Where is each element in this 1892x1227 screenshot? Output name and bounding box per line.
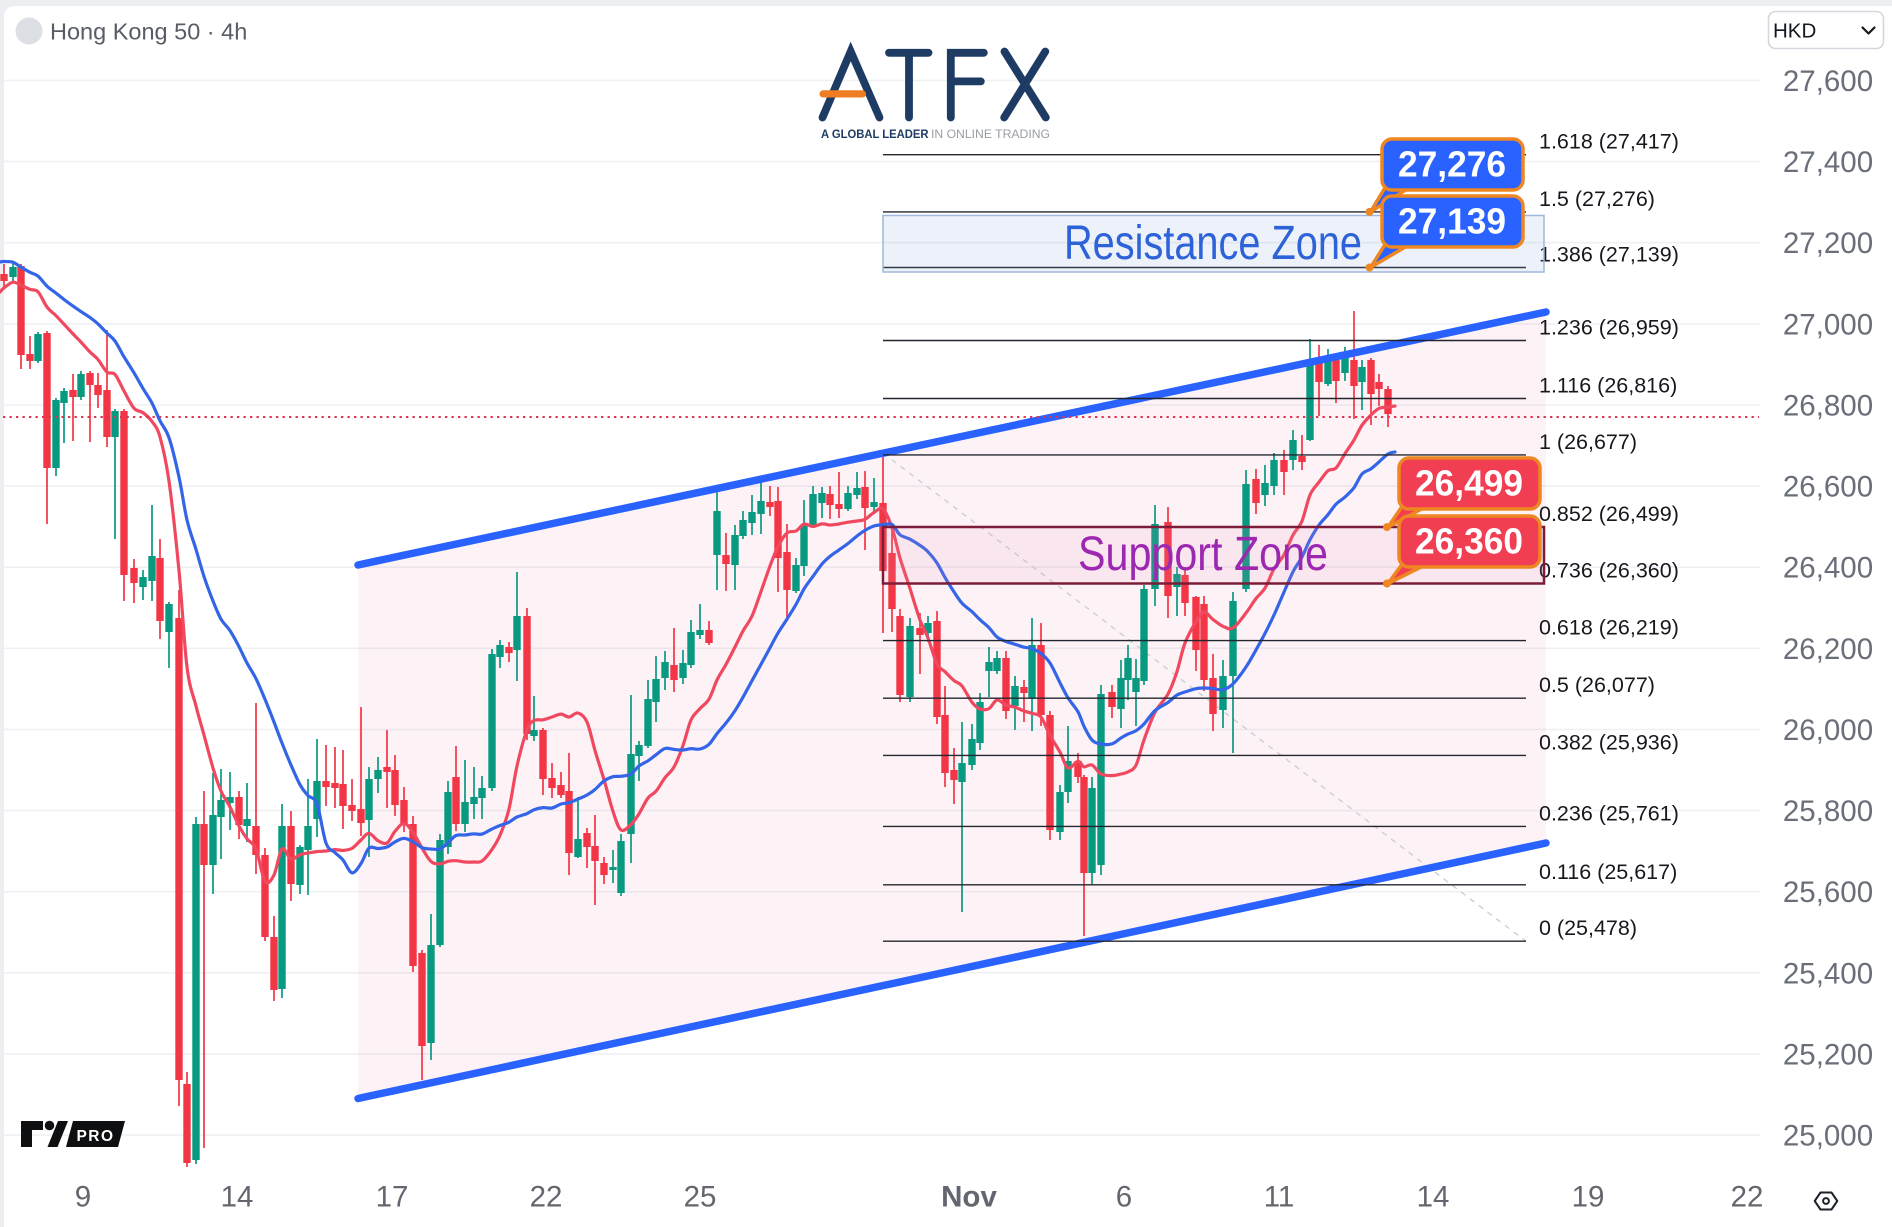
svg-text:26,499: 26,499 [1415,463,1523,504]
svg-text:6: 6 [1116,1181,1132,1214]
svg-text:27,000: 27,000 [1783,308,1873,341]
svg-text:0.736 (26,360): 0.736 (26,360) [1539,558,1679,582]
svg-text:26,800: 26,800 [1783,390,1873,423]
svg-text:14: 14 [1417,1181,1450,1214]
svg-text:25,800: 25,800 [1783,795,1873,828]
svg-text:HKD: HKD [1773,20,1816,43]
svg-text:25,600: 25,600 [1783,876,1873,909]
svg-text:A GLOBAL LEADER: A GLOBAL LEADER [821,127,929,141]
svg-text:14: 14 [221,1181,254,1214]
svg-text:26,600: 26,600 [1783,471,1873,504]
svg-text:25,200: 25,200 [1783,1038,1873,1071]
svg-text:25: 25 [684,1181,717,1214]
svg-text:0.852 (26,499): 0.852 (26,499) [1539,502,1679,526]
svg-text:26,000: 26,000 [1783,714,1873,747]
svg-text:0 (25,478): 0 (25,478) [1539,916,1637,940]
svg-text:Resistance Zone: Resistance Zone [1064,217,1362,270]
svg-text:27,200: 27,200 [1783,227,1873,260]
svg-text:1.5 (27,276): 1.5 (27,276) [1539,187,1655,211]
svg-text:9: 9 [75,1181,91,1214]
svg-text:1.116 (26,816): 1.116 (26,816) [1539,374,1677,398]
svg-text:22: 22 [1731,1181,1764,1214]
svg-text:0.116 (25,617): 0.116 (25,617) [1539,860,1677,884]
svg-text:0.236 (25,761): 0.236 (25,761) [1539,801,1679,825]
svg-text:PRO: PRO [76,1128,114,1145]
svg-text:26,400: 26,400 [1783,552,1873,585]
svg-text:1 (26,677): 1 (26,677) [1539,430,1637,454]
svg-text:Support Zone: Support Zone [1078,528,1328,581]
svg-text:19: 19 [1572,1181,1605,1214]
svg-text:27,276: 27,276 [1398,144,1506,185]
svg-text:27,600: 27,600 [1783,65,1873,98]
svg-text:25,400: 25,400 [1783,957,1873,990]
svg-text:17: 17 [376,1181,409,1214]
svg-text:27,139: 27,139 [1398,201,1506,242]
svg-text:11: 11 [1264,1181,1295,1214]
svg-text:IN ONLINE TRADING: IN ONLINE TRADING [931,127,1050,141]
svg-text:0.618 (26,219): 0.618 (26,219) [1539,616,1679,640]
svg-text:0.382 (25,936): 0.382 (25,936) [1539,730,1679,754]
svg-text:1.618 (27,417): 1.618 (27,417) [1539,130,1679,154]
svg-text:25,000: 25,000 [1783,1120,1873,1153]
svg-text:26,200: 26,200 [1783,633,1873,666]
svg-text:26,360: 26,360 [1415,521,1523,562]
svg-text:Nov: Nov [941,1181,997,1214]
svg-text:1.386 (27,139): 1.386 (27,139) [1539,243,1679,267]
svg-text:1.236 (26,959): 1.236 (26,959) [1539,316,1679,340]
svg-text:0.5 (26,077): 0.5 (26,077) [1539,673,1655,697]
svg-text:Hong Kong 50 · 4h: Hong Kong 50 · 4h [50,19,247,45]
svg-text:27,400: 27,400 [1783,146,1873,179]
svg-text:22: 22 [530,1181,563,1214]
